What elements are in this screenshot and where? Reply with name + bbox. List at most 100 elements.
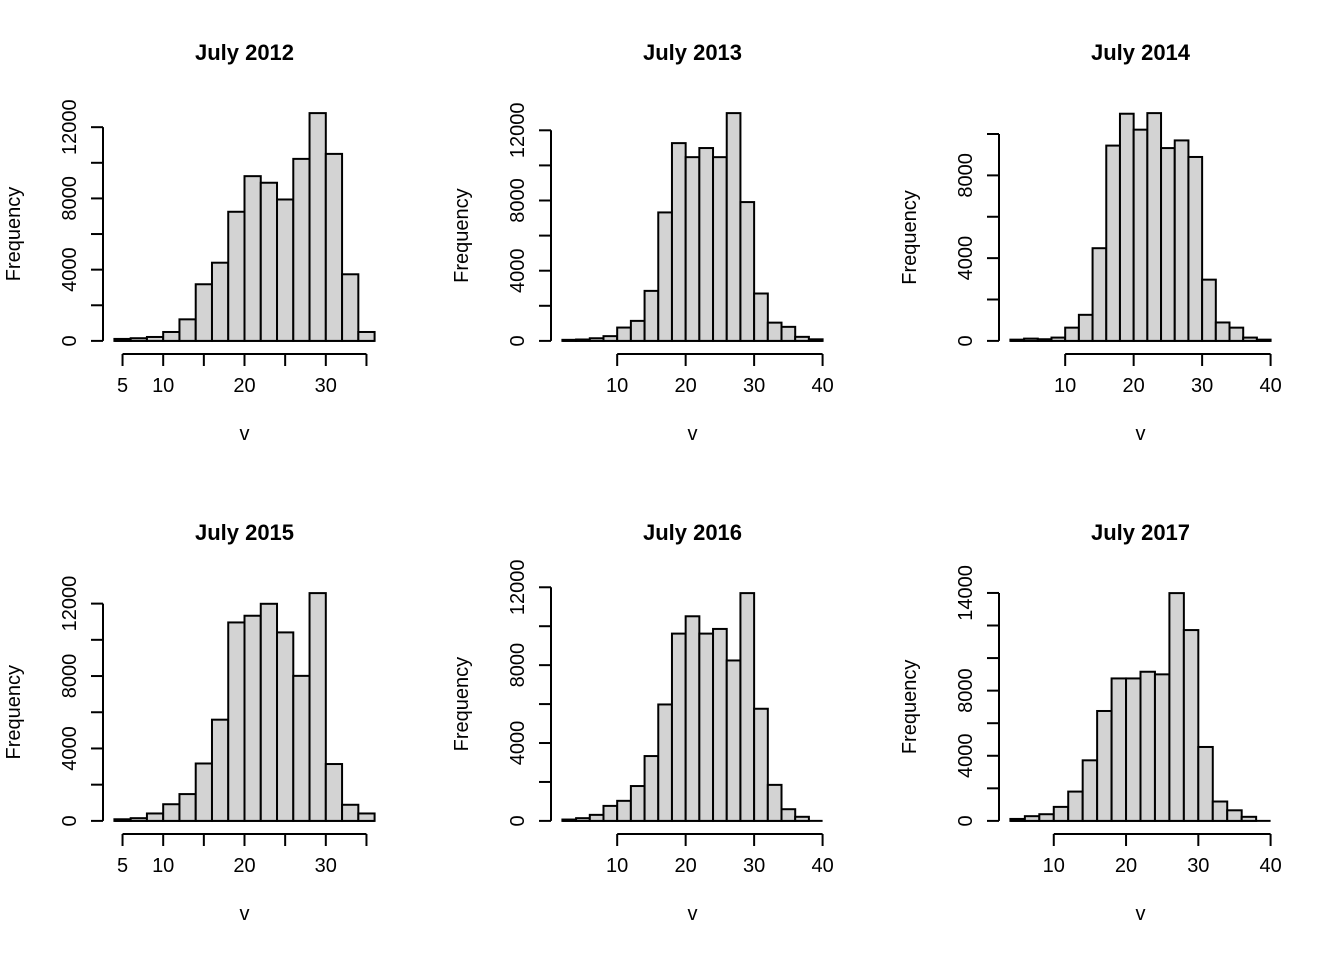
histogram-bar xyxy=(1081,759,1099,822)
x-tick-label: 20 xyxy=(675,855,697,877)
histogram-july-2013: July 2013 0 4000 8000 12000 Frequency 10 20 30 40… xyxy=(451,40,834,445)
histogram-bar xyxy=(1153,673,1171,822)
x-tick-label: 5 xyxy=(117,375,128,397)
histogram-bar xyxy=(766,321,783,342)
histogram-bar xyxy=(194,283,213,342)
histogram-bar xyxy=(162,330,181,342)
x-tick-label: 20 xyxy=(233,375,255,397)
histogram-bar xyxy=(725,112,742,342)
histogram-bar xyxy=(1105,144,1121,342)
histogram-bar xyxy=(276,198,295,342)
histogram-bar xyxy=(1091,247,1108,342)
histogram-panel-july-2017: July 2017 0 4000 8000 14000 Frequency 10 20 30 40… xyxy=(896,480,1344,960)
y-axis-label: Frequency xyxy=(3,187,25,282)
histogram-bar xyxy=(113,337,132,342)
x-tick-label: 10 xyxy=(152,855,174,877)
histogram-bar xyxy=(243,614,262,822)
histogram-panel-july-2012: July 2012 0 4000 8000 12000 Frequency 5 10 20 30 v xyxy=(0,0,448,480)
histogram-bar xyxy=(1050,336,1067,342)
y-axis-label: Frequency xyxy=(451,657,473,752)
histogram-bar xyxy=(657,703,673,822)
histogram-bar xyxy=(210,261,230,342)
histogram-bar xyxy=(308,112,327,342)
histogram-bar xyxy=(243,175,262,342)
x-tick-label: 40 xyxy=(1259,855,1281,877)
histogram-bar xyxy=(1009,817,1026,822)
histogram-bar xyxy=(308,592,327,822)
histogram-bar xyxy=(670,632,687,822)
x-tick-label: 10 xyxy=(606,855,628,877)
histogram-bar xyxy=(162,803,181,822)
histogram-bar xyxy=(145,812,165,822)
histogram-bar xyxy=(753,707,769,822)
x-tick-label: 10 xyxy=(152,375,174,397)
histogram-panel-july-2014: July 2014 0 4000 8000 Frequency 10 20 30 40 v xyxy=(896,0,1344,480)
histogram-bar xyxy=(670,142,687,342)
x-tick-label: 30 xyxy=(1191,375,1213,397)
histogram-bar xyxy=(602,804,619,822)
histogram-bar xyxy=(1096,709,1113,822)
histogram-bar xyxy=(712,156,728,342)
y-tick-label: 12000 xyxy=(59,99,81,155)
x-tick-label: 30 xyxy=(1187,855,1209,877)
y-tick-label: 8000 xyxy=(59,176,81,221)
y-tick-label: 8000 xyxy=(59,654,81,699)
histogram-bar xyxy=(616,799,632,822)
histogram-bar xyxy=(259,602,279,822)
x-tick-label: 20 xyxy=(1115,855,1137,877)
y-tick-label: 4000 xyxy=(507,248,529,293)
histogram-bar xyxy=(341,803,360,822)
histogram-bar xyxy=(129,337,148,342)
histogram-bar xyxy=(1023,337,1039,342)
x-axis-label: v xyxy=(688,903,698,925)
histogram-bar xyxy=(698,147,715,342)
histogram-bar xyxy=(324,763,344,822)
histogram-bar xyxy=(276,631,295,822)
histogram-bar xyxy=(794,335,810,342)
histogram-bar xyxy=(145,335,165,342)
histogram-bar xyxy=(602,335,619,342)
histogram-bar xyxy=(194,762,213,822)
histogram-bar xyxy=(1146,112,1163,342)
y-axis-label: Frequency xyxy=(899,660,921,755)
histogram-july-2016: July 2016 0 4000 8000 12000 Frequency 10 20 30 40… xyxy=(451,520,834,925)
x-axis-label: v xyxy=(688,423,698,445)
histogram-bar xyxy=(807,338,824,342)
histogram-panel-july-2016: July 2016 0 4000 8000 12000 Frequency 10 20 30 40… xyxy=(448,480,896,960)
x-tick-label: 30 xyxy=(315,375,337,397)
y-tick-label: 0 xyxy=(955,335,977,346)
histogram-bar xyxy=(629,319,646,342)
histogram-bar xyxy=(739,201,756,342)
histogram-bar xyxy=(1187,155,1204,342)
histogram-bar xyxy=(1201,278,1217,342)
y-tick-label: 0 xyxy=(59,335,81,346)
histogram-bar xyxy=(753,292,769,342)
histogram-bar xyxy=(357,812,376,822)
y-tick-label: 8000 xyxy=(507,643,529,688)
y-tick-label: 4000 xyxy=(59,726,81,771)
histogram-bar xyxy=(684,156,701,342)
histogram-july-2017: July 2017 0 4000 8000 14000 Frequency 10 20 30 40… xyxy=(899,520,1282,925)
histogram-bar xyxy=(1125,677,1142,822)
histogram-bar xyxy=(341,273,360,342)
histogram-bar xyxy=(357,330,376,342)
histogram-bar xyxy=(1242,336,1258,342)
x-tick-label: 30 xyxy=(743,855,765,877)
x-tick-label: 40 xyxy=(811,855,833,877)
histogram-bar xyxy=(324,152,344,342)
histogram-bar xyxy=(698,632,715,822)
y-tick-label: 12000 xyxy=(507,559,529,615)
histogram-bar xyxy=(1139,670,1156,822)
y-tick-label: 8000 xyxy=(955,668,977,713)
histogram-bar xyxy=(575,817,591,822)
histogram-bar xyxy=(178,318,197,342)
histogram-bar xyxy=(1009,338,1026,342)
y-tick-label: 0 xyxy=(59,815,81,826)
x-tick-label: 20 xyxy=(233,855,255,877)
histogram-bar xyxy=(1023,815,1041,822)
histogram-bar xyxy=(129,817,148,822)
histogram-bar xyxy=(1067,790,1084,822)
y-tick-label: 12000 xyxy=(507,102,529,158)
histogram-bar xyxy=(766,783,783,822)
y-axis-label: Frequency xyxy=(451,188,473,283)
